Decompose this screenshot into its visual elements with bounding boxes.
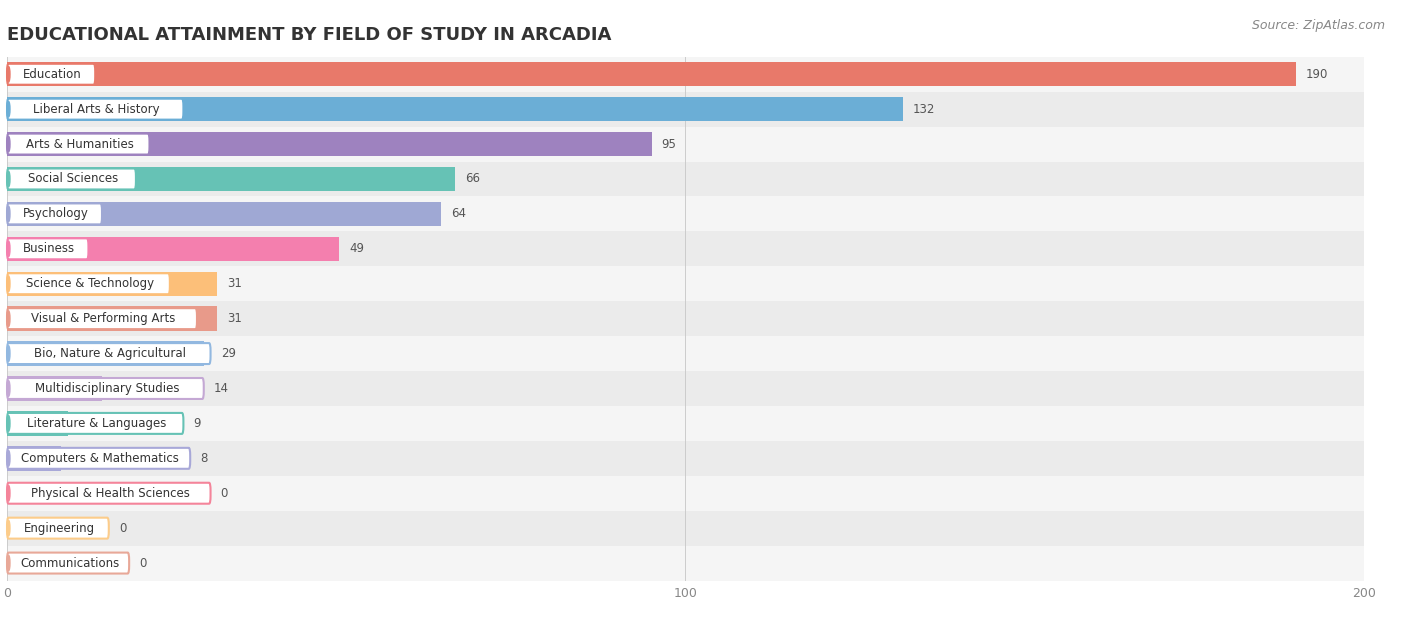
Circle shape [7,346,10,362]
Text: Computers & Mathematics: Computers & Mathematics [21,452,179,465]
FancyBboxPatch shape [7,203,103,225]
Text: 31: 31 [228,277,242,290]
Bar [7,196,1364,232]
Bar [7,406,1364,441]
Bar [7,441,1364,476]
Text: Multidisciplinary Studies: Multidisciplinary Studies [35,382,179,395]
FancyBboxPatch shape [7,517,108,539]
FancyBboxPatch shape [7,64,96,85]
Bar [7,476,1364,510]
Circle shape [7,521,10,536]
Text: 66: 66 [465,172,479,186]
Text: Arts & Humanities: Arts & Humanities [25,138,134,151]
Text: 64: 64 [451,208,467,220]
Text: Liberal Arts & History: Liberal Arts & History [34,103,160,115]
Text: Education: Education [22,68,82,81]
FancyBboxPatch shape [7,168,136,189]
Bar [7,202,441,226]
Text: 29: 29 [221,347,236,360]
Text: Business: Business [22,242,75,256]
Text: 9: 9 [194,417,201,430]
Circle shape [7,416,10,431]
Bar [7,62,1296,86]
Text: 8: 8 [201,452,208,465]
Bar [7,271,218,296]
Bar [7,446,62,471]
Circle shape [7,171,10,187]
Bar [7,97,903,121]
Bar [7,57,1364,91]
Text: Communications: Communications [20,557,120,570]
Circle shape [7,66,10,82]
Text: Social Sciences: Social Sciences [28,172,118,186]
Text: Engineering: Engineering [24,522,94,534]
FancyBboxPatch shape [7,134,149,155]
Bar [7,237,339,261]
Bar [7,132,651,156]
Bar [7,371,1364,406]
Bar [7,376,103,401]
Circle shape [7,485,10,501]
Circle shape [7,276,10,292]
Bar [7,546,1364,581]
Text: 0: 0 [221,487,228,500]
Circle shape [7,311,10,326]
Circle shape [7,136,10,152]
FancyBboxPatch shape [7,239,89,259]
Circle shape [7,555,10,571]
Circle shape [7,241,10,257]
Text: 49: 49 [350,242,364,256]
Text: 132: 132 [912,103,935,115]
FancyBboxPatch shape [7,378,204,399]
Bar [7,411,67,435]
FancyBboxPatch shape [7,343,211,364]
Text: 0: 0 [139,557,146,570]
Text: 95: 95 [662,138,676,151]
FancyBboxPatch shape [7,553,129,574]
FancyBboxPatch shape [7,308,197,329]
Bar [7,341,204,366]
Circle shape [7,451,10,466]
Bar [7,162,1364,196]
Circle shape [7,102,10,117]
FancyBboxPatch shape [7,413,183,434]
Text: Physical & Health Sciences: Physical & Health Sciences [31,487,190,500]
Text: 14: 14 [214,382,229,395]
Text: Bio, Nature & Agricultural: Bio, Nature & Agricultural [34,347,186,360]
Text: Science & Technology: Science & Technology [25,277,153,290]
Text: Psychology: Psychology [22,208,89,220]
Bar [7,301,1364,336]
Text: EDUCATIONAL ATTAINMENT BY FIELD OF STUDY IN ARCADIA: EDUCATIONAL ATTAINMENT BY FIELD OF STUDY… [7,26,612,44]
Text: 190: 190 [1306,68,1329,81]
FancyBboxPatch shape [7,483,211,504]
Text: Source: ZipAtlas.com: Source: ZipAtlas.com [1251,19,1385,32]
Text: 0: 0 [120,522,127,534]
Bar [7,127,1364,162]
Text: 31: 31 [228,312,242,325]
FancyBboxPatch shape [7,98,183,120]
Circle shape [7,380,10,396]
Bar [7,91,1364,127]
Text: Visual & Performing Arts: Visual & Performing Arts [31,312,176,325]
FancyBboxPatch shape [7,273,170,294]
Circle shape [7,206,10,221]
Text: Literature & Languages: Literature & Languages [27,417,166,430]
Bar [7,266,1364,301]
Bar [7,307,218,331]
Bar [7,336,1364,371]
Bar [7,510,1364,546]
FancyBboxPatch shape [7,448,190,469]
Bar [7,232,1364,266]
Bar [7,167,454,191]
